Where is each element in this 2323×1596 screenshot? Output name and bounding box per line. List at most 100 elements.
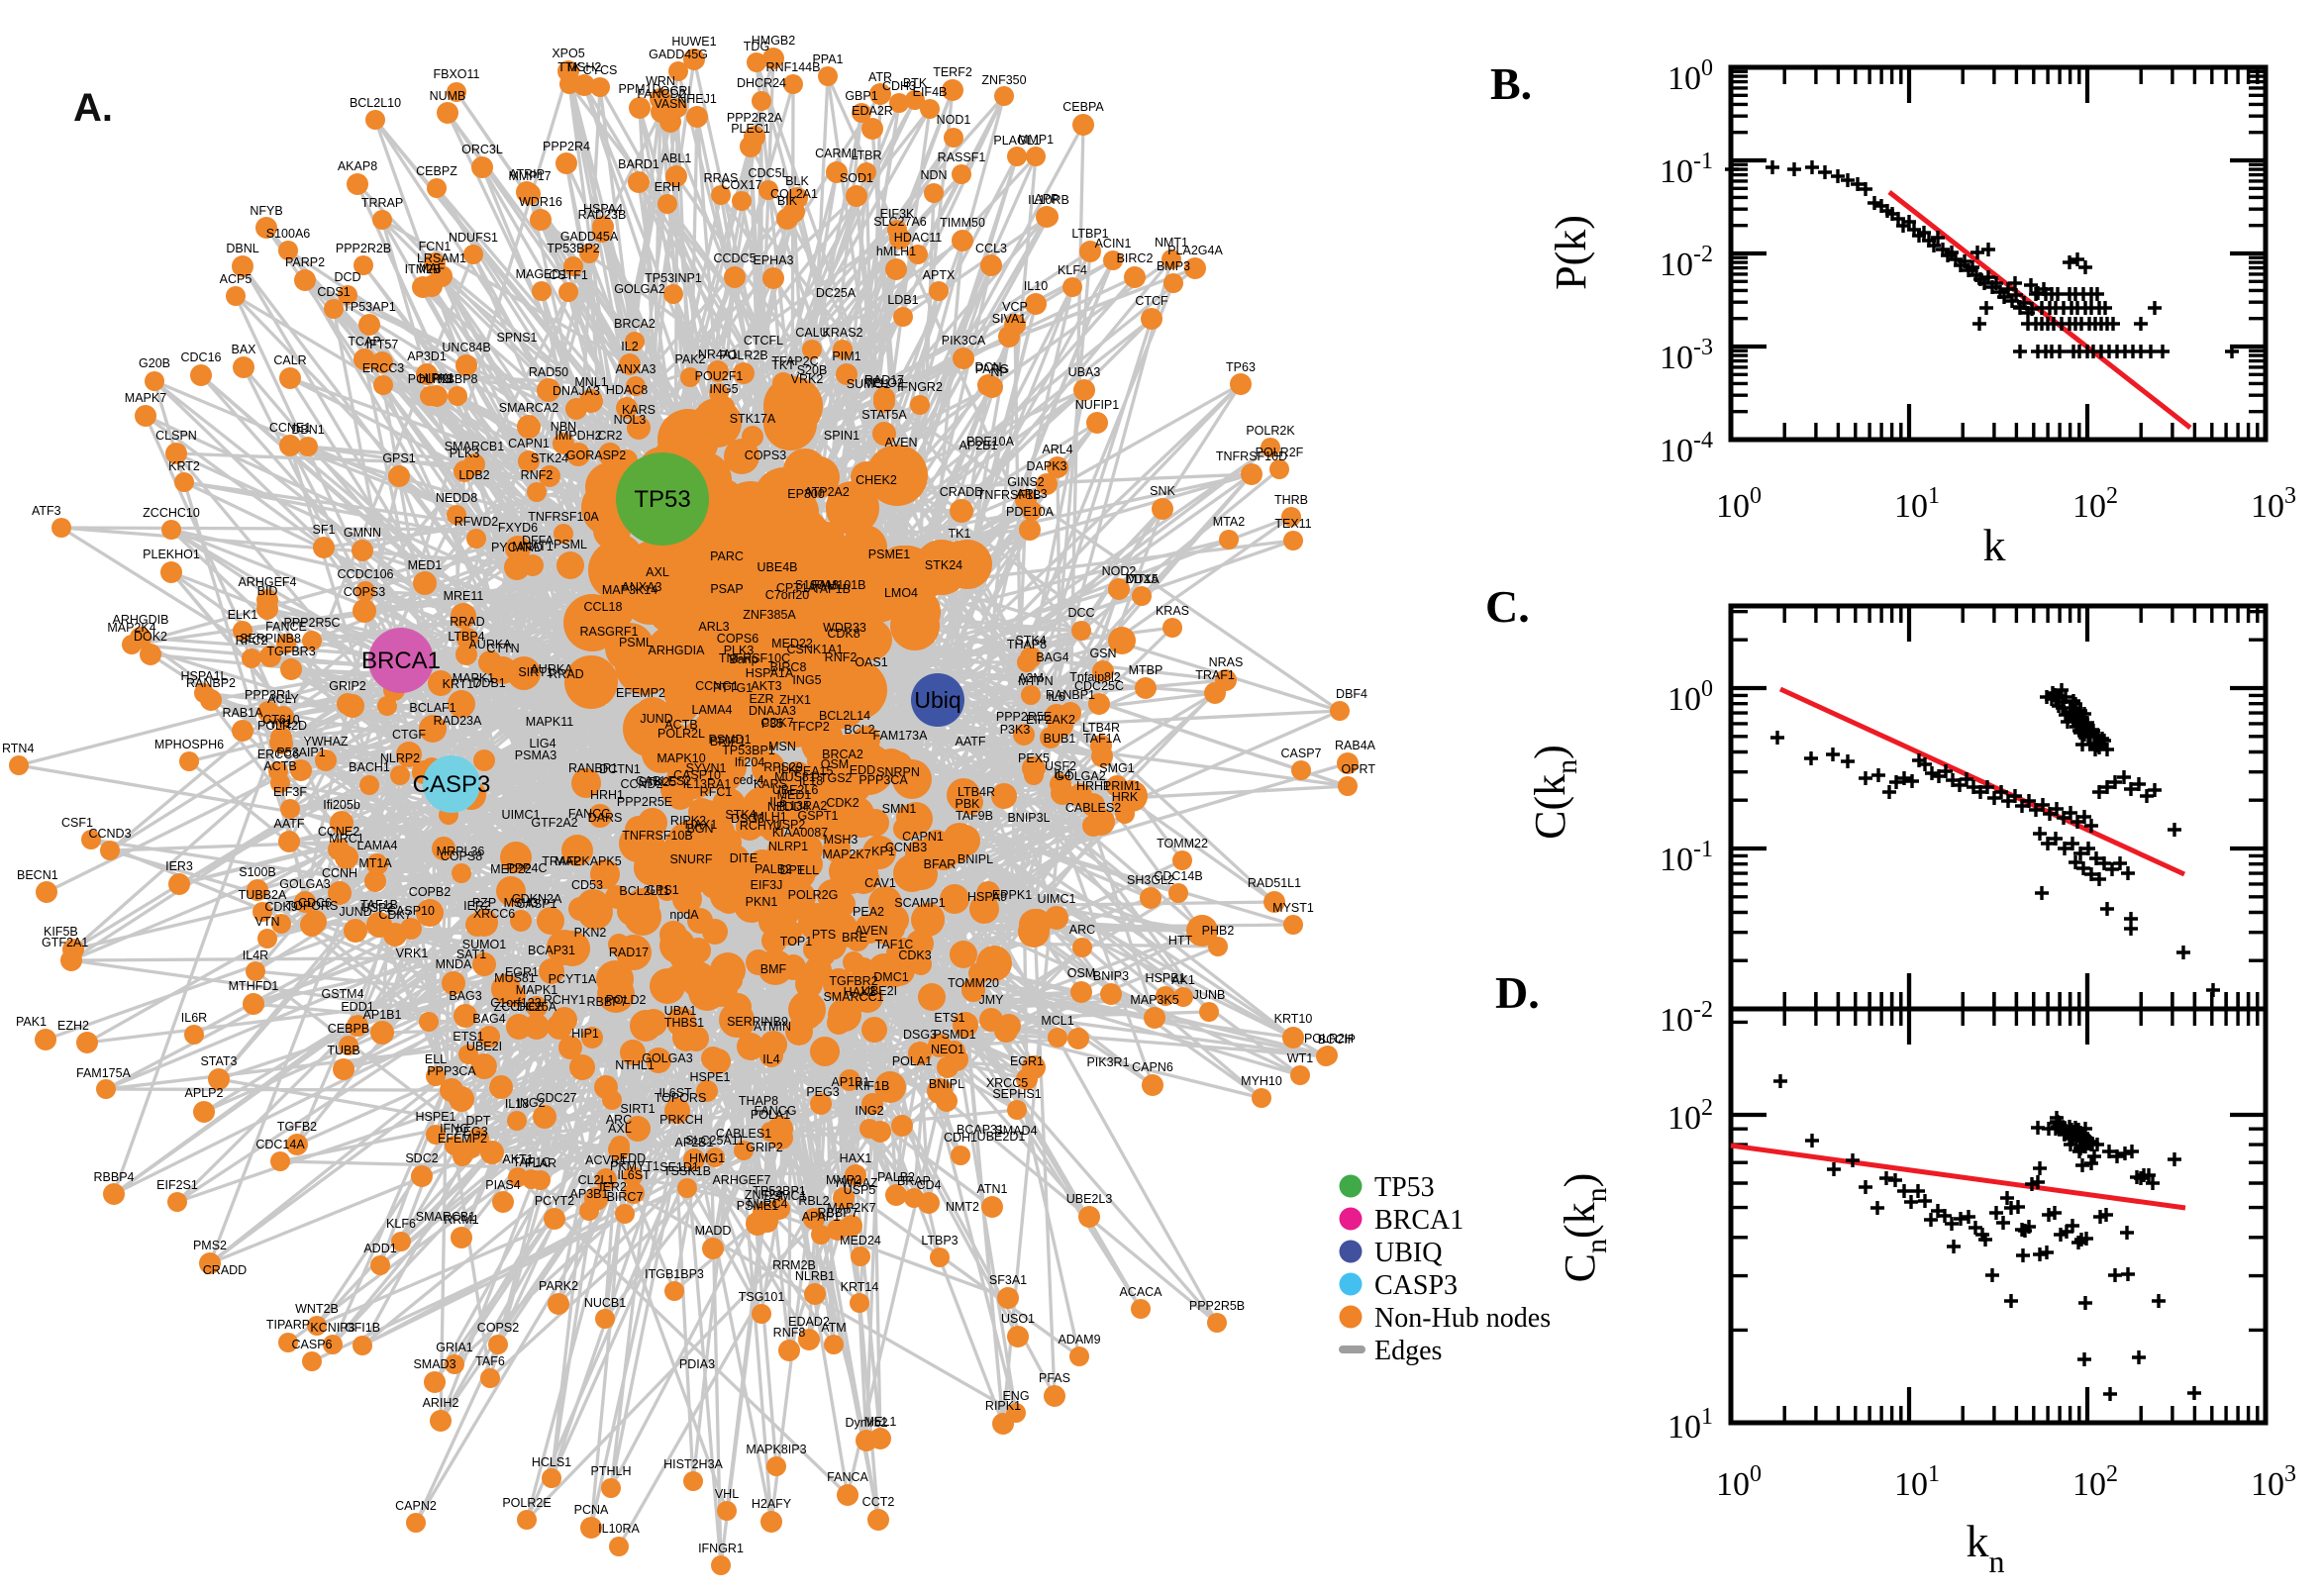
svg-text:FAM173A: FAM173A [873,729,929,743]
svg-text:POLR2B: POLR2B [719,349,767,362]
svg-text:TIMM50: TIMM50 [940,216,985,230]
svg-text:NLRB1: NLRB1 [795,1269,835,1283]
svg-text:AP2B1: AP2B1 [960,439,998,452]
svg-text:ANXA3: ANXA3 [622,580,662,594]
svg-text:HRH1: HRH1 [1076,779,1110,793]
svg-text:PPP3CA: PPP3CA [427,1064,476,1078]
svg-text:BTK: BTK [903,76,928,90]
svg-text:Ubiq: Ubiq [914,687,960,713]
svg-text:STK24: STK24 [925,558,962,572]
svg-text:NLRP1: NLRP1 [768,840,808,853]
svg-text:TK1: TK1 [949,527,971,541]
svg-text:SIVA1: SIVA1 [992,312,1027,326]
svg-text:BRCA1: BRCA1 [1374,1205,1464,1236]
svg-text:MRE11: MRE11 [444,589,484,603]
svg-text:PPA1: PPA1 [812,52,843,66]
svg-text:LMO4: LMO4 [884,586,918,600]
svg-text:CCND3: CCND3 [88,827,131,841]
svg-text:CRADD: CRADD [940,485,983,499]
svg-text:RRM2B: RRM2B [772,1258,816,1272]
svg-text:AKAP8: AKAP8 [338,159,377,173]
svg-text:PEG3: PEG3 [806,1085,839,1099]
svg-text:AURKA: AURKA [468,638,512,651]
svg-text:MTHFD1: MTHFD1 [229,979,279,993]
svg-text:P3K3: P3K3 [1000,723,1031,737]
svg-text:LTB4R: LTB4R [958,785,995,799]
svg-text:BECN1: BECN1 [17,868,58,882]
svg-text:FANCA: FANCA [827,1470,868,1484]
svg-text:ARL3: ARL3 [1016,487,1047,501]
svg-text:BNIPL: BNIPL [929,1077,964,1091]
svg-text:KRAS: KRAS [1156,604,1189,618]
svg-text:CCNH: CCNH [322,866,357,880]
svg-text:BID: BID [257,584,278,598]
svg-text:AP2B1: AP2B1 [675,1136,714,1149]
svg-text:MAP2K7: MAP2K7 [827,1201,875,1215]
svg-text:MED1: MED1 [777,788,812,802]
svg-text:XPO5: XPO5 [552,47,584,60]
svg-text:TNFRSF10D: TNFRSF10D [1216,449,1287,463]
svg-text:S100B: S100B [239,865,276,879]
svg-text:ORC3L: ORC3L [461,143,503,156]
svg-text:ATMIN: ATMIN [754,1020,791,1034]
svg-text:PPP2R5E: PPP2R5E [996,710,1052,724]
svg-text:TFAP2C: TFAP2C [771,354,818,368]
svg-text:SEPHS1: SEPHS1 [992,1087,1041,1101]
svg-text:HTT: HTT [1168,934,1193,948]
svg-text:DOK2: DOK2 [134,630,167,644]
svg-text:KLF4: KLF4 [1058,263,1087,277]
svg-text:TP53BP1: TP53BP1 [753,1184,806,1198]
svg-text:MMP2: MMP2 [826,1173,861,1187]
svg-text:FBXO11: FBXO11 [433,67,479,81]
svg-text:PBK: PBK [955,797,980,811]
svg-text:EIF4B: EIF4B [913,85,948,99]
svg-text:DHCR24: DHCR24 [737,76,786,90]
svg-text:DSG3: DSG3 [731,812,764,826]
svg-text:GOLGA2: GOLGA2 [614,282,664,296]
svg-text:PDIA3: PDIA3 [679,1357,715,1371]
svg-text:PARK2: PARK2 [539,1279,578,1293]
svg-text:RNF144B: RNF144B [766,60,821,74]
svg-text:TP53AP1: TP53AP1 [343,300,396,314]
svg-text:STAT3: STAT3 [200,1054,237,1068]
svg-text:GOLGA3: GOLGA3 [642,1051,692,1065]
svg-text:RIPK1: RIPK1 [985,1399,1021,1413]
svg-text:UBA1: UBA1 [664,1004,697,1018]
svg-text:RNF2: RNF2 [825,650,858,664]
svg-text:TAF1B: TAF1B [360,898,398,912]
svg-text:GFI1B: GFI1B [345,1321,380,1335]
svg-text:DC25A: DC25A [517,1000,557,1014]
svg-text:IL6: IL6 [1048,690,1064,704]
svg-text:FANCC: FANCC [568,807,610,821]
svg-text:TP53: TP53 [1374,1172,1435,1203]
svg-text:PALB2: PALB2 [877,1170,915,1184]
svg-text:IL6ST: IL6ST [658,1086,692,1100]
svg-text:PSAP: PSAP [710,582,743,596]
svg-text:DC25A: DC25A [816,286,857,300]
svg-text:MAPK11: MAPK11 [526,715,573,729]
svg-text:MMP1: MMP1 [1018,133,1054,147]
svg-text:CT610: CT610 [262,713,300,727]
svg-text:NEDD8: NEDD8 [436,491,477,505]
svg-text:MAPKAPK5: MAPKAPK5 [555,854,621,868]
svg-text:PDE10A: PDE10A [966,435,1015,449]
svg-text:LTBP1: LTBP1 [1071,227,1108,241]
svg-text:HDAC8: HDAC8 [606,383,648,397]
svg-text:RAD23A: RAD23A [434,714,482,728]
svg-text:FLAR: FLAR [525,1156,556,1170]
svg-text:DITE: DITE [730,851,758,865]
svg-text:KRAS2: KRAS2 [823,326,863,340]
svg-text:HCLS1: HCLS1 [532,1455,571,1469]
svg-text:HUWE1: HUWE1 [671,35,716,49]
svg-text:BRIP1: BRIP1 [710,735,746,748]
svg-text:DDB1: DDB1 [472,676,505,690]
svg-text:RAD50: RAD50 [529,365,568,379]
svg-text:BMF: BMF [760,962,787,976]
svg-text:NP: NP [990,365,1007,379]
svg-text:SF3A1: SF3A1 [989,1273,1027,1287]
svg-text:ARHGDIA: ARHGDIA [649,644,706,657]
svg-text:Edges: Edges [1374,1336,1442,1366]
svg-text:RIPK2: RIPK2 [670,814,706,828]
svg-text:USO1: USO1 [1001,1312,1035,1326]
svg-text:CDK8: CDK8 [827,627,859,641]
